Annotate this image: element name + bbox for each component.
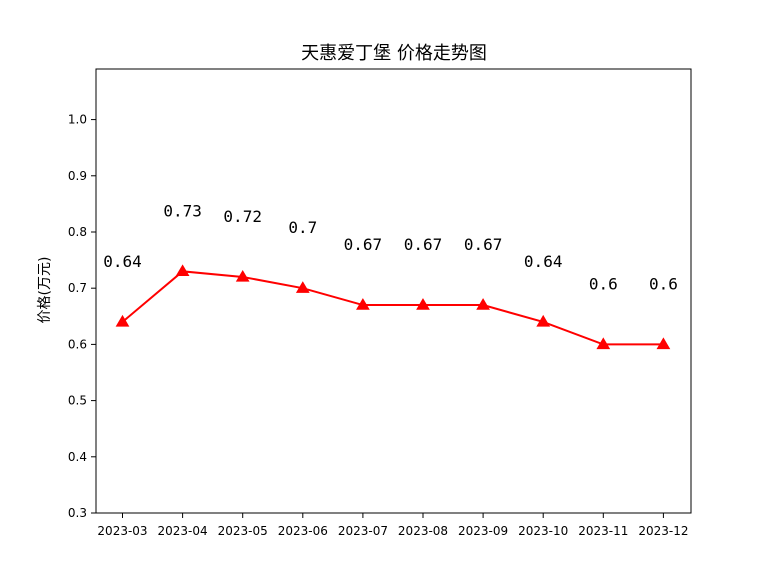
x-tick-label: 2023-07 — [338, 524, 388, 538]
x-tick-label: 2023-05 — [218, 524, 268, 538]
data-label: 0.72 — [223, 207, 262, 226]
y-tick-label: 1.0 — [68, 113, 87, 127]
data-point-marker — [295, 281, 310, 293]
data-label: 0.6 — [589, 274, 618, 293]
data-label: 0.64 — [524, 252, 563, 271]
y-tick-label: 0.3 — [68, 506, 87, 520]
y-tick-label: 0.5 — [68, 394, 87, 408]
data-point-marker — [536, 314, 551, 327]
y-tick-label: 0.6 — [68, 337, 87, 351]
data-point-marker — [175, 264, 190, 277]
x-tick-label: 2023-09 — [458, 524, 508, 538]
y-tick-label: 0.4 — [68, 450, 87, 464]
data-point-marker — [416, 298, 430, 310]
y-tick-label: 0.7 — [68, 281, 87, 295]
data-point-marker — [115, 314, 130, 327]
data-point-marker — [476, 298, 490, 310]
y-tick-label: 0.8 — [68, 225, 87, 239]
x-tick-label: 2023-04 — [158, 524, 208, 538]
x-tick-label: 2023-06 — [278, 524, 328, 538]
data-label: 0.7 — [288, 218, 317, 237]
data-labels: 0.64 0.73 0.72 0.7 0.67 0.67 0.67 0.64 0.6 0.6 — [103, 201, 678, 293]
data-point-marker — [596, 337, 611, 350]
y-axis-label: 价格(万元) — [37, 257, 53, 324]
x-tick-label: 2023-08 — [398, 524, 448, 538]
x-tick-label: 2023-03 — [97, 524, 147, 538]
y-axis-ticks: 0.3 0.4 0.5 0.6 0.7 0.8 0.9 1.0 — [68, 113, 96, 520]
data-label: 0.73 — [163, 201, 202, 220]
data-label: 0.67 — [404, 235, 443, 254]
y-tick-label: 0.9 — [68, 169, 87, 183]
data-label: 0.6 — [649, 274, 678, 293]
data-point-marker — [235, 269, 250, 282]
x-tick-label: 2023-12 — [638, 524, 688, 538]
data-label: 0.67 — [464, 235, 503, 254]
data-point-marker — [356, 298, 370, 310]
chart-title: 天惠爱丁堡 价格走势图 — [301, 43, 487, 64]
data-label: 0.67 — [344, 235, 383, 254]
series-layer — [115, 264, 671, 350]
x-tick-label: 2023-10 — [518, 524, 568, 538]
data-label: 0.64 — [103, 252, 142, 271]
x-tick-label: 2023-11 — [578, 524, 628, 538]
plot-area-frame — [95, 68, 692, 514]
data-point-marker — [656, 337, 671, 350]
x-axis-ticks: 2023-03 2023-04 2023-05 2023-06 2023-07 2023-… — [97, 513, 688, 538]
series-line — [121, 270, 664, 346]
